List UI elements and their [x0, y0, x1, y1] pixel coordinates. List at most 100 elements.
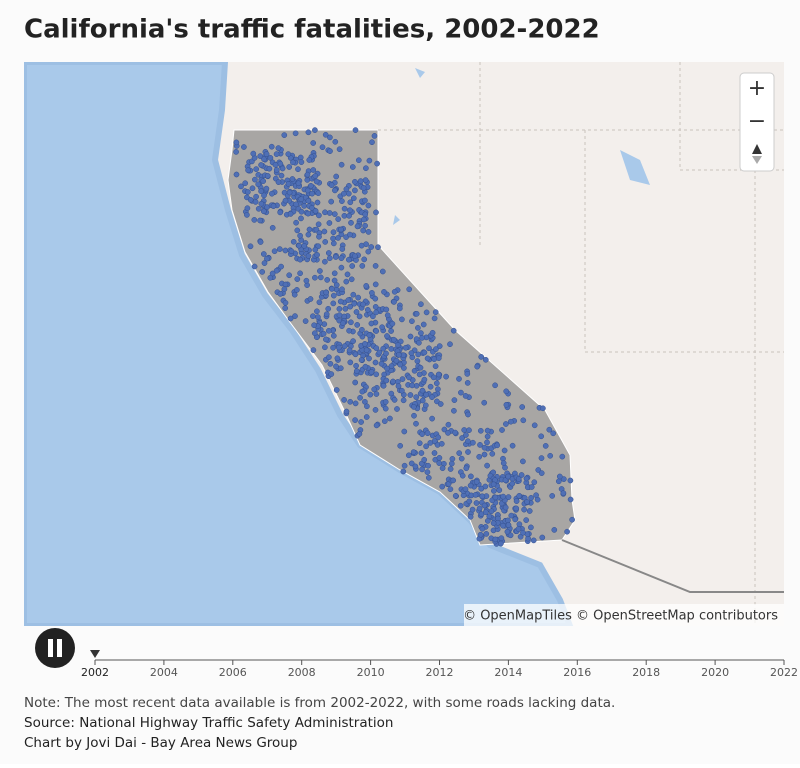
- fatality-dot: [419, 335, 425, 341]
- fatality-dot: [314, 252, 320, 258]
- zoom-in[interactable]: +: [748, 76, 766, 101]
- fatality-dot: [301, 243, 308, 249]
- fatality-dot: [268, 143, 275, 150]
- fatality-dot: [538, 433, 545, 440]
- fatality-dot: [397, 361, 404, 368]
- fatality-dot: [313, 178, 320, 185]
- fatality-dot: [371, 386, 378, 393]
- fatality-dot: [433, 380, 440, 387]
- fatality-dot: [505, 522, 512, 528]
- fatality-dot: [322, 209, 328, 216]
- fatality-dot: [521, 506, 527, 513]
- fatality-dot: [244, 189, 251, 195]
- fatality-dot: [388, 328, 394, 334]
- fatality-dot: [555, 478, 562, 485]
- fatality-dot: [328, 198, 335, 205]
- fatality-dot: [413, 310, 420, 317]
- fatality-dot: [281, 132, 288, 138]
- fatality-dot: [244, 205, 251, 212]
- fatality-dot: [338, 264, 345, 271]
- fatality-dot: [484, 462, 490, 469]
- fatality-dot: [384, 312, 391, 319]
- fatality-dot: [261, 260, 268, 266]
- fatality-dot: [354, 223, 361, 230]
- fatality-dot: [278, 172, 285, 179]
- fatality-dot: [388, 346, 395, 352]
- fatality-dot: [390, 378, 396, 385]
- fatality-dot: [365, 229, 372, 235]
- fatality-dot: [352, 127, 359, 133]
- fatality-dot: [378, 360, 385, 367]
- fatality-dot: [477, 442, 483, 448]
- fatality-dot: [261, 192, 267, 199]
- fatality-dot: [450, 477, 457, 484]
- fatality-dot: [346, 347, 353, 354]
- fatality-dot: [421, 456, 428, 463]
- fatality-dot: [360, 227, 367, 234]
- fatality-dot: [459, 472, 466, 479]
- fatality-dot: [429, 394, 435, 400]
- fatality-dot: [335, 344, 342, 351]
- fatality-dot: [389, 320, 396, 327]
- fatality-dot: [423, 391, 430, 398]
- fatality-dot: [438, 440, 445, 447]
- fatality-dot: [323, 289, 329, 296]
- fatality-dot: [273, 151, 280, 157]
- fatality-dot: [287, 315, 294, 322]
- fatality-dot: [257, 217, 263, 224]
- fatality-dot: [316, 299, 323, 306]
- fatality-dot: [497, 540, 504, 547]
- fatality-dot: [352, 178, 358, 185]
- fatality-dot: [348, 276, 355, 283]
- fatality-dot: [251, 263, 258, 270]
- fatality-dot: [267, 274, 274, 281]
- fatality-dot: [298, 159, 305, 165]
- fatality-dot: [399, 316, 405, 323]
- zoom-out[interactable]: −: [748, 109, 766, 134]
- compass[interactable]: [752, 144, 762, 154]
- fatality-dot: [539, 534, 546, 541]
- fatality-dot: [353, 309, 360, 315]
- zoom-control: [739, 72, 775, 172]
- fatality-dot: [357, 394, 363, 401]
- fatality-dot: [435, 371, 442, 378]
- fatality-dot: [363, 283, 370, 289]
- fatality-dot: [492, 536, 499, 543]
- fatality-dot: [257, 239, 264, 245]
- fatality-dot: [383, 350, 389, 357]
- fatality-dot: [505, 494, 512, 500]
- fatality-dot: [424, 430, 431, 437]
- fatality-dot: [387, 415, 393, 422]
- fatality-dot: [569, 516, 575, 523]
- fatality-dot: [516, 493, 523, 499]
- fatality-dot: [479, 525, 486, 532]
- fatality-dot: [450, 327, 457, 334]
- fatality-dot: [350, 338, 356, 344]
- fatality-dot: [340, 320, 346, 326]
- fatality-dot: [312, 173, 319, 179]
- fatality-dot: [253, 166, 260, 172]
- fatality-dot: [382, 405, 389, 412]
- fatality-dot: [275, 145, 282, 151]
- fatality-dot: [400, 468, 407, 475]
- fatality-dot: [348, 319, 354, 326]
- fatality-dot: [336, 312, 343, 319]
- fatality-dot: [424, 469, 431, 475]
- play-pause-button[interactable]: [35, 628, 75, 668]
- fatality-dot: [423, 309, 430, 316]
- fatality-dot: [498, 535, 505, 542]
- fatality-dot: [333, 173, 340, 180]
- fatality-dot: [526, 508, 533, 514]
- fatality-dot: [270, 203, 277, 209]
- fatality-dot: [458, 455, 465, 462]
- fatality-dot: [473, 500, 480, 506]
- fatality-dot: [330, 235, 336, 242]
- fatality-dot: [292, 130, 299, 137]
- map: + − © OpenMapTiles © OpenStreetMap contr…: [24, 62, 784, 626]
- fatality-dot: [436, 343, 443, 349]
- fatality-dot: [326, 354, 332, 361]
- fatality-dot: [330, 229, 337, 236]
- fatality-dot: [533, 492, 539, 499]
- fatality-dot: [490, 481, 497, 488]
- fatality-dot: [523, 517, 530, 523]
